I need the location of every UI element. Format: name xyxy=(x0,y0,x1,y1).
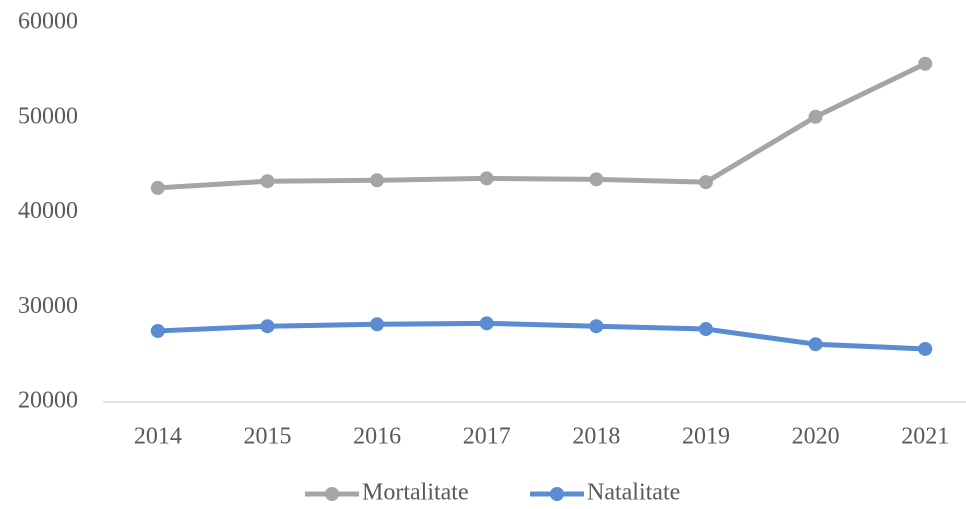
data-point xyxy=(808,337,823,352)
data-point xyxy=(918,341,933,356)
data-point xyxy=(370,173,385,188)
data-point xyxy=(918,56,933,71)
y-tick-label: 50000 xyxy=(18,103,78,129)
x-tick-label: 2021 xyxy=(901,424,949,450)
legend-label: Natalitate xyxy=(587,480,680,506)
series-line xyxy=(157,61,927,191)
y-tick-label: 40000 xyxy=(18,198,78,224)
legend-label: Mortalitate xyxy=(362,480,469,506)
x-tick-label: 2016 xyxy=(353,424,401,450)
y-tick-label: 20000 xyxy=(18,388,78,414)
x-tick-label: 2015 xyxy=(243,424,291,450)
data-point xyxy=(479,316,494,331)
data-point xyxy=(479,171,494,186)
x-tick-label: 2018 xyxy=(572,424,620,450)
data-point xyxy=(260,319,275,334)
x-tick-label: 2017 xyxy=(463,424,511,450)
y-tick-label: 60000 xyxy=(18,9,78,35)
data-point xyxy=(589,319,604,334)
data-point xyxy=(808,109,823,124)
data-point xyxy=(589,172,604,187)
y-tick-label: 30000 xyxy=(18,293,78,319)
data-point xyxy=(150,323,165,338)
series-line xyxy=(157,320,926,352)
data-point xyxy=(698,175,713,190)
legend-swatch-marker xyxy=(550,487,564,501)
x-tick-label: 2014 xyxy=(134,424,182,450)
x-tick-label: 2019 xyxy=(682,424,730,450)
data-point xyxy=(370,317,385,332)
data-point xyxy=(260,174,275,189)
data-point xyxy=(150,180,165,195)
x-tick-label: 2020 xyxy=(792,424,840,450)
legend-swatch-marker xyxy=(325,487,339,501)
data-point xyxy=(698,322,713,337)
